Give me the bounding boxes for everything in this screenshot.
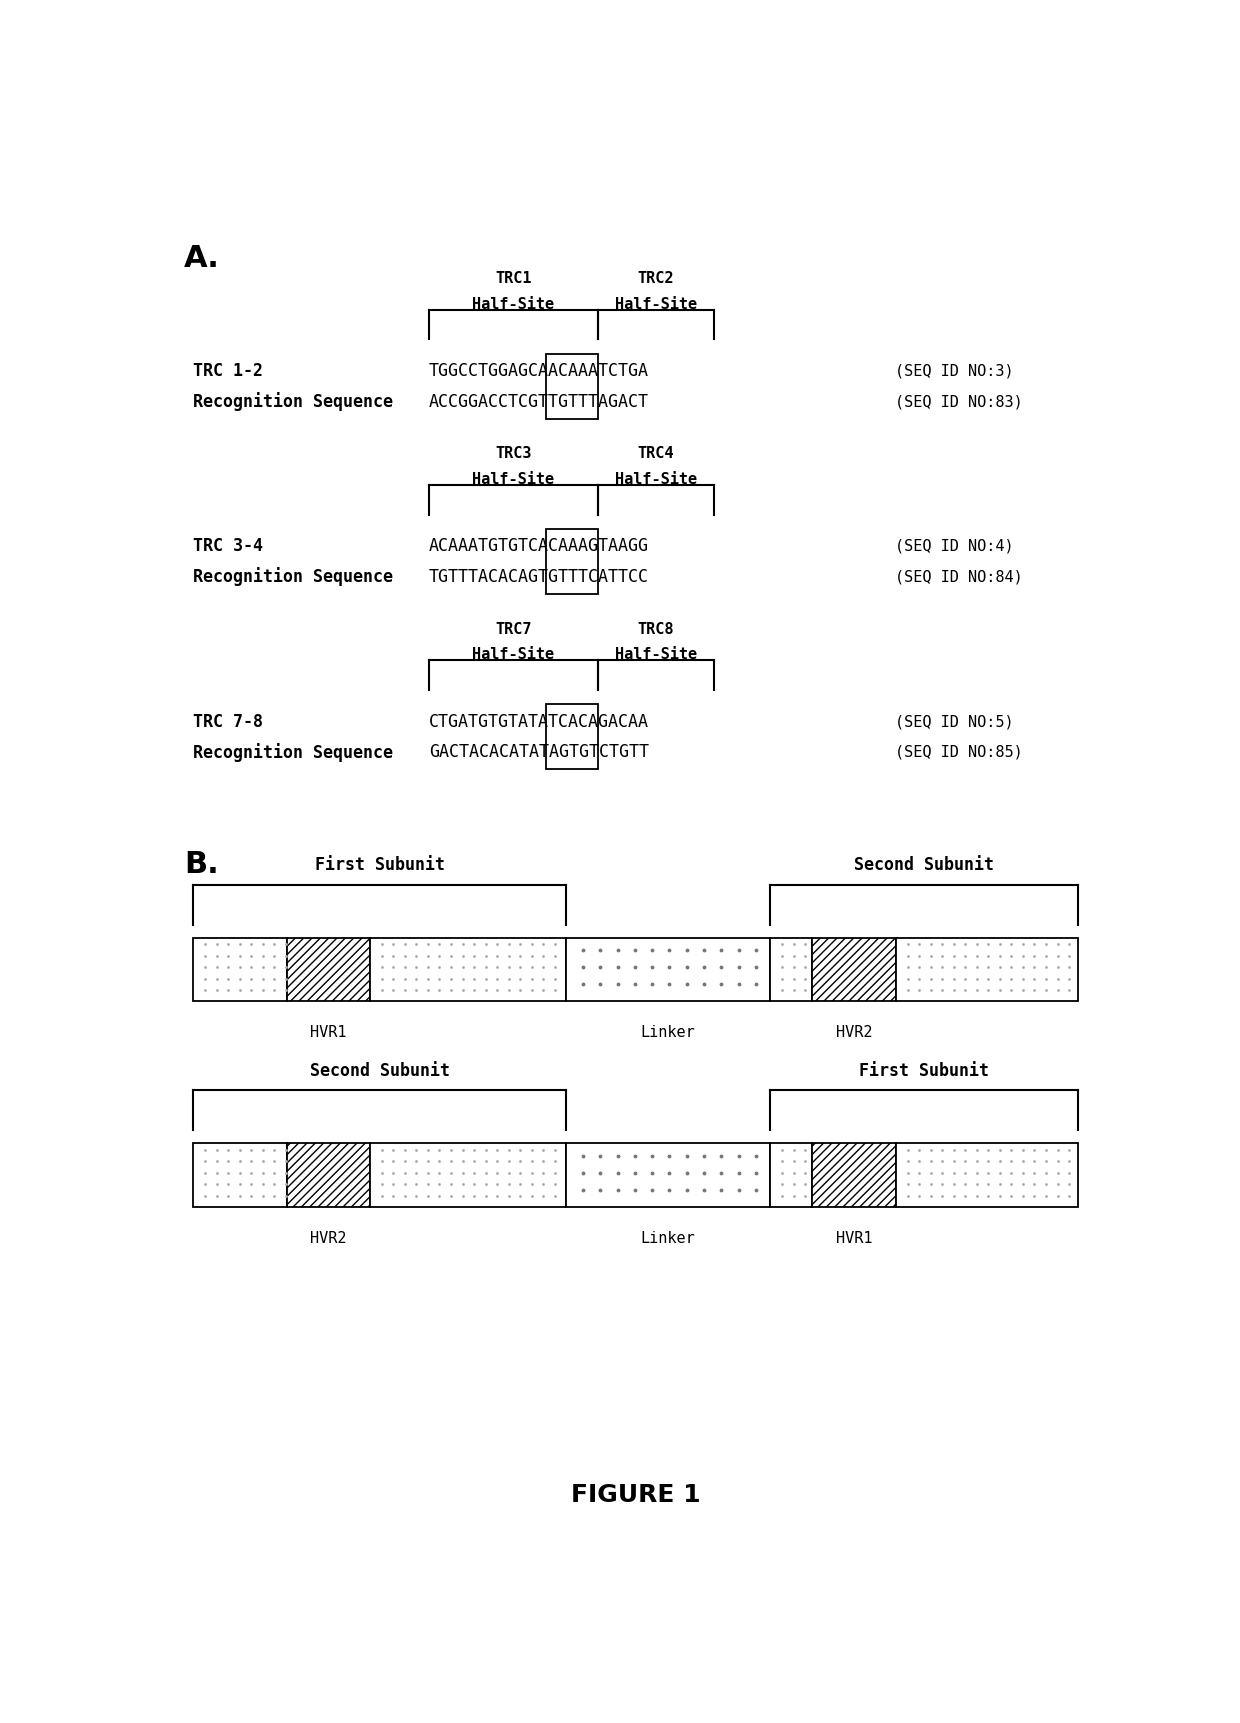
Text: HVR2: HVR2 — [836, 1025, 873, 1041]
Bar — [565, 1144, 770, 1208]
Text: GACTACACATATAGTGTCTGTT: GACTACACATATAGTGTCTGTT — [429, 743, 649, 762]
Text: TRC 1-2: TRC 1-2 — [193, 362, 263, 381]
Bar — [565, 937, 770, 1001]
Text: (SEQ ID NO:85): (SEQ ID NO:85) — [895, 744, 1023, 760]
Bar — [193, 1144, 286, 1208]
Text: (SEQ ID NO:5): (SEQ ID NO:5) — [895, 713, 1013, 729]
Bar — [897, 937, 1078, 1001]
Text: Half-Site: Half-Site — [472, 646, 554, 662]
Text: TRC2: TRC2 — [637, 271, 675, 286]
Text: Second Subunit: Second Subunit — [310, 1061, 450, 1080]
Text: First Subunit: First Subunit — [859, 1061, 990, 1080]
Text: Half-Site: Half-Site — [615, 646, 697, 662]
Bar — [770, 1144, 812, 1208]
Bar — [371, 1144, 565, 1208]
Bar — [371, 937, 565, 1001]
Text: CTGATGTGTATATCACAGACAA: CTGATGTGTATATCACAGACAA — [429, 713, 649, 731]
Text: HVR1: HVR1 — [310, 1025, 347, 1041]
Text: Linker: Linker — [641, 1230, 696, 1246]
Text: (SEQ ID NO:4): (SEQ ID NO:4) — [895, 539, 1013, 553]
Text: B.: B. — [184, 849, 218, 879]
Text: (SEQ ID NO:83): (SEQ ID NO:83) — [895, 395, 1023, 410]
Text: ACAAATGTGTCACAAAGTAAGG: ACAAATGTGTCACAAAGTAAGG — [429, 538, 649, 555]
Text: Half-Site: Half-Site — [472, 296, 554, 312]
Bar — [546, 705, 598, 768]
Text: First Subunit: First Subunit — [315, 856, 445, 874]
Text: TRC8: TRC8 — [637, 622, 675, 636]
Text: (SEQ ID NO:84): (SEQ ID NO:84) — [895, 569, 1023, 584]
Text: Recognition Sequence: Recognition Sequence — [193, 743, 393, 762]
Text: TGGCCTGGAGCAACAAATCTGA: TGGCCTGGAGCAACAAATCTGA — [429, 362, 649, 381]
Text: (SEQ ID NO:3): (SEQ ID NO:3) — [895, 364, 1013, 379]
Text: ACCGGACCTCGTTGTTTAGACT: ACCGGACCTCGTTGTTTAGACT — [429, 393, 649, 410]
Text: Recognition Sequence: Recognition Sequence — [193, 567, 393, 586]
Bar — [546, 353, 598, 419]
Bar — [193, 937, 286, 1001]
Text: TRC3: TRC3 — [495, 446, 532, 462]
Text: A.: A. — [184, 245, 219, 272]
Text: Half-Site: Half-Site — [615, 296, 697, 312]
Text: TRC1: TRC1 — [495, 271, 532, 286]
Bar — [546, 529, 598, 594]
Text: FIGURE 1: FIGURE 1 — [570, 1484, 701, 1508]
Bar — [812, 937, 897, 1001]
Bar — [770, 937, 812, 1001]
Bar — [897, 1144, 1078, 1208]
Text: Second Subunit: Second Subunit — [854, 856, 994, 874]
Text: TRC 3-4: TRC 3-4 — [193, 538, 263, 555]
Text: HVR1: HVR1 — [836, 1230, 873, 1246]
Text: Recognition Sequence: Recognition Sequence — [193, 393, 393, 412]
Text: HVR2: HVR2 — [310, 1230, 347, 1246]
Text: Half-Site: Half-Site — [615, 472, 697, 486]
Text: TGTTTACACAGTGTTTCATTCC: TGTTTACACAGTGTTTCATTCC — [429, 569, 649, 586]
Text: TRC4: TRC4 — [637, 446, 675, 462]
Text: Half-Site: Half-Site — [472, 472, 554, 486]
Text: TRC 7-8: TRC 7-8 — [193, 713, 263, 731]
Bar — [812, 1144, 897, 1208]
Bar — [286, 937, 371, 1001]
Text: TRC7: TRC7 — [495, 622, 532, 636]
Bar — [286, 1144, 371, 1208]
Text: Linker: Linker — [641, 1025, 696, 1041]
